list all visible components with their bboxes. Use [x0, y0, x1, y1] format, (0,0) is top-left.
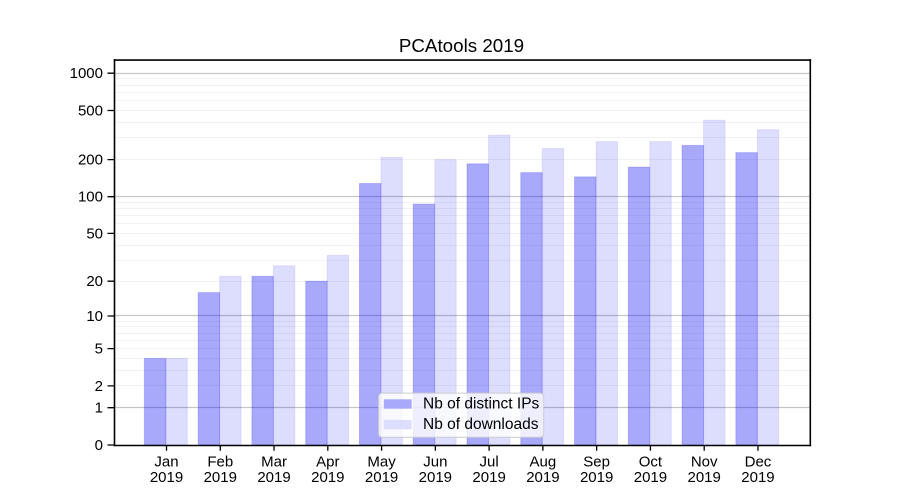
svg-text:100: 100: [78, 189, 103, 206]
svg-text:Feb: Feb: [207, 453, 233, 470]
svg-text:Jun: Jun: [423, 453, 447, 470]
svg-text:2019: 2019: [688, 469, 721, 486]
svg-text:200: 200: [78, 152, 103, 169]
svg-text:2: 2: [95, 378, 103, 395]
svg-text:2019: 2019: [365, 469, 398, 486]
svg-text:5: 5: [95, 341, 103, 358]
svg-text:2019: 2019: [472, 469, 505, 486]
svg-text:Aug: Aug: [530, 453, 557, 470]
svg-text:Nb of distinct IPs: Nb of distinct IPs: [423, 396, 540, 413]
svg-text:May: May: [367, 453, 396, 470]
svg-text:Apr: Apr: [316, 453, 339, 470]
svg-text:2019: 2019: [741, 469, 774, 486]
svg-text:500: 500: [78, 103, 103, 120]
svg-text:2019: 2019: [526, 469, 559, 486]
svg-text:PCAtools 2019: PCAtools 2019: [399, 35, 524, 56]
svg-text:50: 50: [86, 225, 103, 242]
svg-text:1000: 1000: [70, 65, 103, 82]
svg-text:Mar: Mar: [261, 453, 287, 470]
svg-text:Nov: Nov: [691, 453, 718, 470]
svg-text:20: 20: [86, 273, 103, 290]
svg-text:2019: 2019: [419, 469, 452, 486]
svg-text:Jul: Jul: [480, 453, 499, 470]
svg-text:Oct: Oct: [639, 453, 663, 470]
svg-text:2019: 2019: [150, 469, 183, 486]
svg-text:Jan: Jan: [154, 453, 178, 470]
svg-text:0: 0: [95, 437, 103, 454]
svg-text:2019: 2019: [311, 469, 344, 486]
svg-text:2019: 2019: [634, 469, 667, 486]
svg-text:Nb of downloads: Nb of downloads: [423, 416, 539, 433]
svg-text:2019: 2019: [580, 469, 613, 486]
svg-text:2019: 2019: [204, 469, 237, 486]
svg-text:10: 10: [86, 308, 103, 325]
svg-text:Sep: Sep: [583, 453, 610, 470]
svg-text:2019: 2019: [257, 469, 290, 486]
svg-text:Dec: Dec: [745, 453, 772, 470]
svg-text:1: 1: [95, 400, 103, 417]
